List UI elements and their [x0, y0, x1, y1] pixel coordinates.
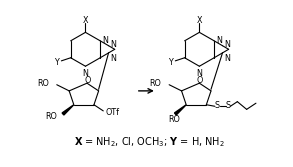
Text: S: S	[226, 101, 231, 110]
Text: X: X	[197, 16, 202, 25]
Text: OTf: OTf	[105, 108, 120, 117]
Text: O: O	[85, 76, 91, 85]
Text: N: N	[83, 68, 88, 77]
Text: N: N	[103, 36, 108, 45]
Text: RO: RO	[45, 112, 57, 121]
Polygon shape	[174, 105, 186, 115]
Text: N: N	[217, 36, 222, 45]
Text: O: O	[197, 76, 203, 85]
Text: S: S	[215, 101, 220, 110]
Text: RO: RO	[149, 79, 161, 89]
Text: RO: RO	[168, 115, 180, 124]
Text: RO: RO	[37, 79, 49, 89]
Text: $\mathbf{X}$ = NH$_2$, Cl, OCH$_3$; $\mathbf{Y}$ = H, NH$_2$: $\mathbf{X}$ = NH$_2$, Cl, OCH$_3$; $\ma…	[74, 135, 225, 149]
Polygon shape	[62, 105, 74, 115]
Text: Y: Y	[168, 58, 173, 67]
Text: N: N	[110, 54, 116, 63]
Text: N: N	[196, 68, 202, 77]
Text: N: N	[224, 40, 230, 49]
Text: Y: Y	[54, 58, 59, 67]
Text: N: N	[110, 40, 116, 49]
Text: N: N	[224, 54, 230, 63]
Text: X: X	[83, 16, 88, 25]
